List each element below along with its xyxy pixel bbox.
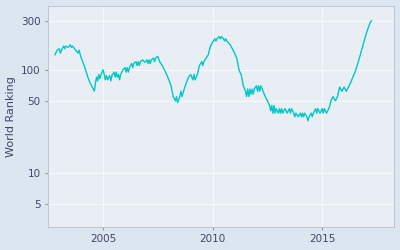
Y-axis label: World Ranking: World Ranking — [6, 76, 16, 156]
